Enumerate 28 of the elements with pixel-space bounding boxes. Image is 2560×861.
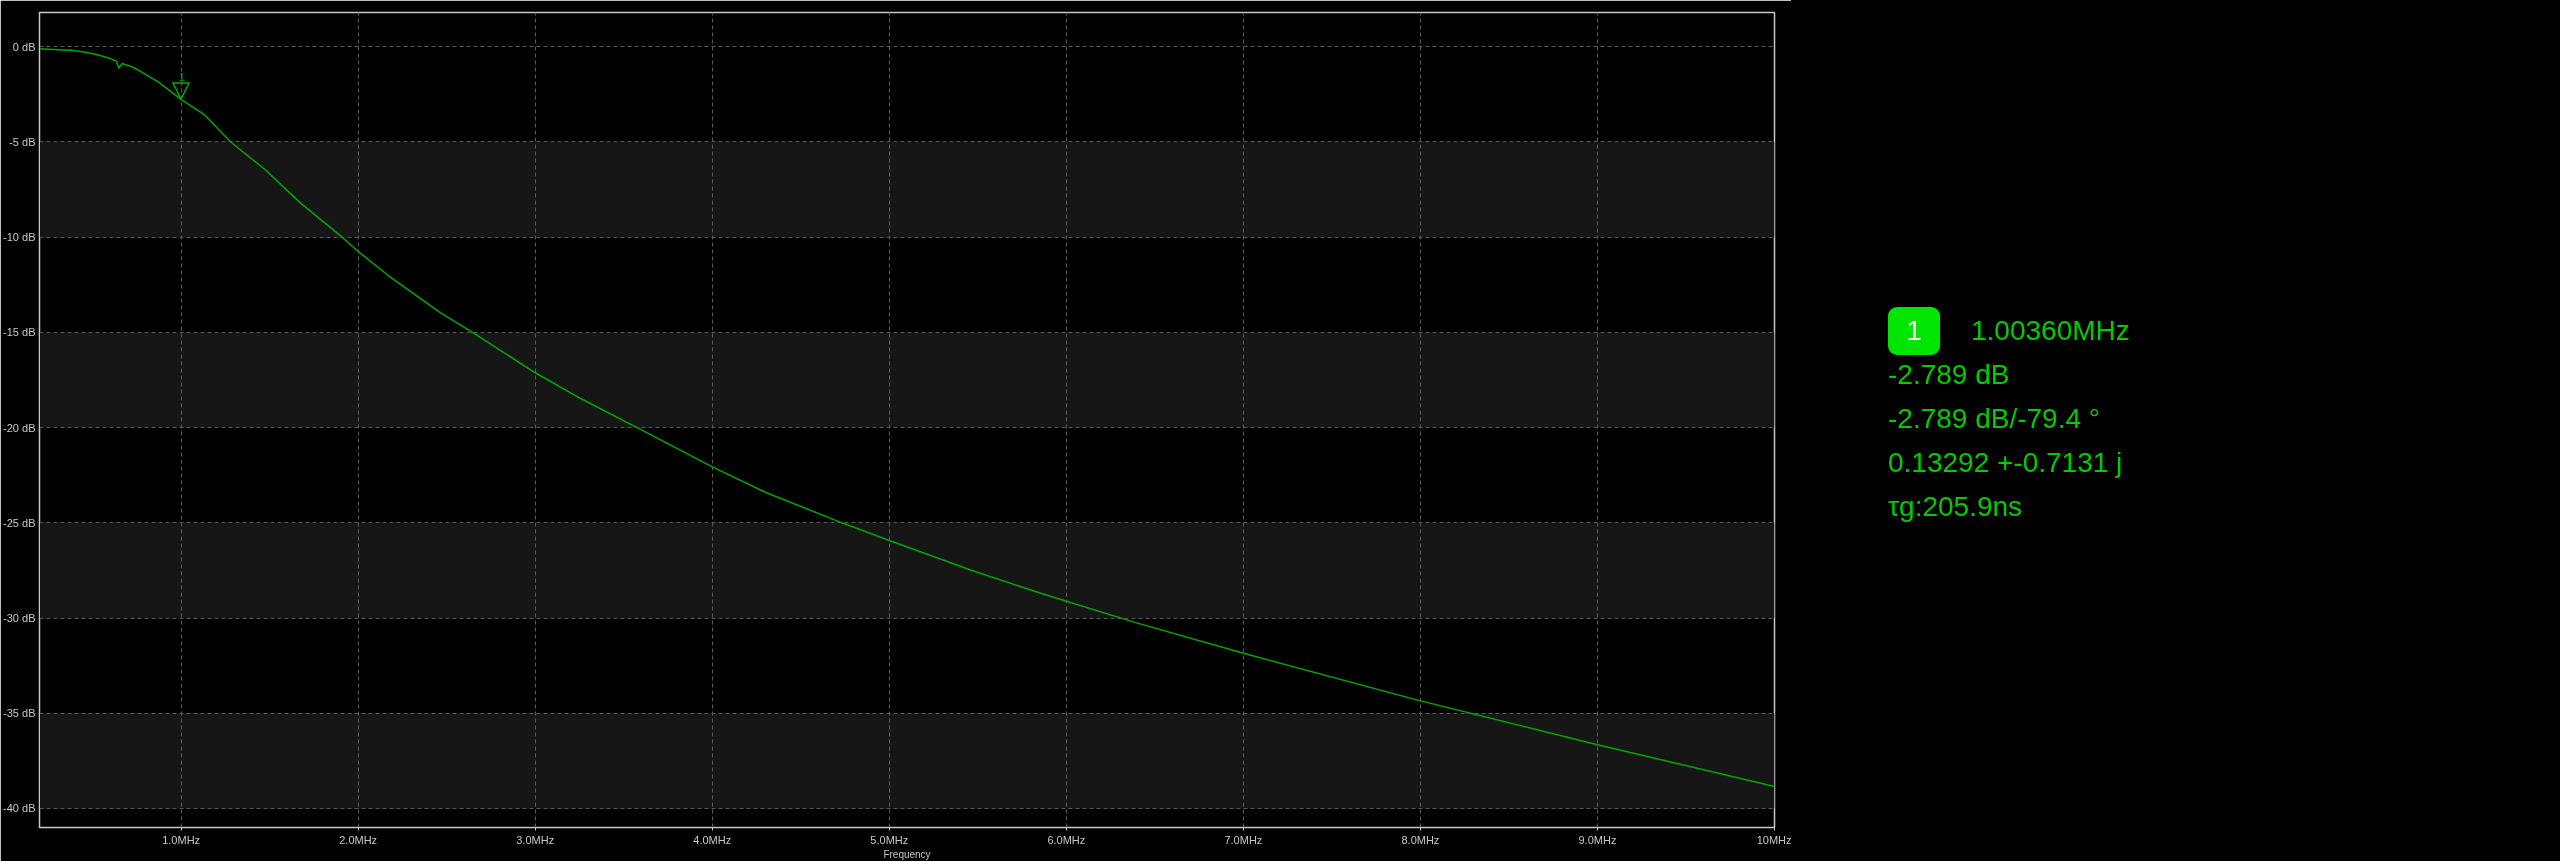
annotation: 1 [178, 70, 185, 83]
x-tick-label: 8.0MHz [1401, 833, 1440, 846]
y-tick-label: -10 dB [3, 231, 36, 244]
x-tick-label: 6.0MHz [1047, 833, 1086, 846]
text: -2.789 dB/-79.4 ° [1888, 402, 2100, 436]
x-axis-title: Frequency [883, 848, 931, 860]
x-tick-label: 9.0MHz [1578, 833, 1617, 846]
y-tick-label: -30 dB [3, 612, 36, 625]
y-tick-label: -35 dB [3, 707, 36, 720]
text: -2.789 dB [1888, 358, 2010, 392]
text: τg:205.9ns [1888, 490, 2023, 524]
y-tick-label: 0 dB [12, 40, 36, 53]
text: 1 [1905, 314, 1923, 348]
y-tick-label: -25 dB [3, 516, 36, 529]
y-tick-label: -40 dB [3, 802, 36, 815]
x-tick-label: 3.0MHz [516, 833, 555, 846]
x-tick-label: 7.0MHz [1224, 833, 1263, 846]
y-tick-label: -15 dB [3, 326, 36, 339]
text: 0.13292 +-0.7131 j [1888, 446, 2123, 480]
x-tick-label: 4.0MHz [693, 833, 732, 846]
line-series [39, 47, 1775, 788]
x-tick-label: 5.0MHz [870, 833, 909, 846]
y-tick-label: -20 dB [3, 421, 36, 434]
x-tick-label: 10MHz [1756, 833, 1792, 846]
y-tick-label: -5 dB [9, 135, 36, 148]
x-tick-label: 2.0MHz [339, 833, 378, 846]
text: 1.00360MHz [1971, 314, 2130, 348]
x-tick-label: 1.0MHz [162, 833, 201, 846]
